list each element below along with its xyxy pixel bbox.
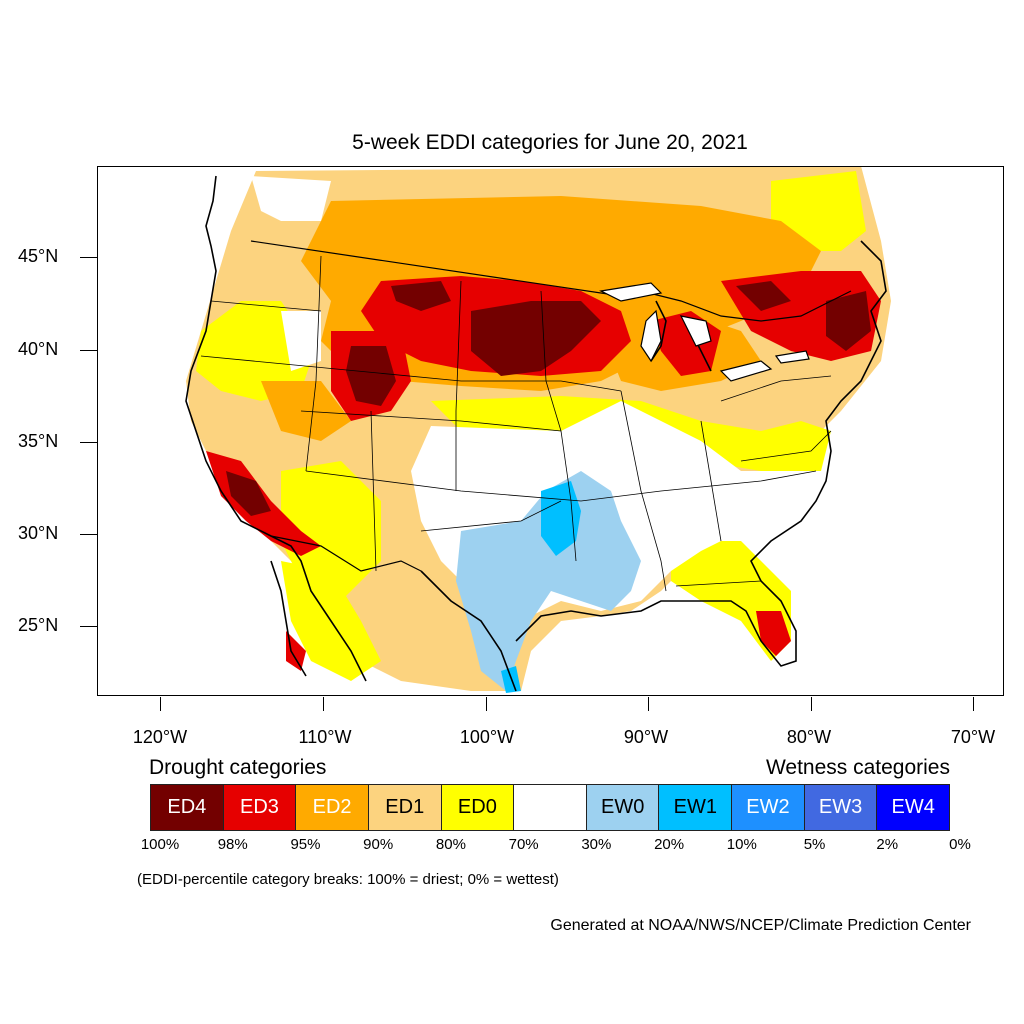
legend-swatch-ed3: ED3 (223, 785, 297, 830)
legend-break-label: 2% (876, 836, 899, 853)
region-ew0-south-central (456, 471, 641, 691)
lon-tick-80 (811, 697, 812, 711)
legend-swatch-ew4: EW4 (877, 785, 950, 830)
drought-heading: Drought categories (149, 756, 327, 779)
legend-break-label: 90% (363, 836, 394, 853)
region-ed4-dakotas (471, 301, 601, 376)
region-normal-great-basin (281, 311, 321, 371)
state-lines (200, 255, 832, 592)
map-panel (97, 166, 1004, 696)
lon-tick-120 (160, 697, 161, 711)
legend-swatch-ed1: ED1 (368, 785, 442, 830)
region-ed4-socal (226, 471, 271, 516)
legend-break-label: 95% (290, 836, 321, 853)
legend-swatch-ew1: EW1 (659, 785, 733, 830)
credit-text: Generated at NOAA/NWS/NCEP/Climate Predi… (550, 917, 971, 934)
lat-tick-25 (80, 626, 97, 627)
region-ed0-northeast (771, 171, 866, 251)
lon-label-100: 100°W (459, 727, 515, 747)
legend-break-label: 30% (581, 836, 612, 853)
great-lakes (599, 282, 810, 382)
lon-tick-100 (486, 697, 487, 711)
lon-label-80: 80°W (786, 727, 832, 747)
lon-label-90: 90°W (623, 727, 669, 747)
lon-tick-90 (648, 697, 649, 711)
region-ed4-maine (826, 291, 871, 351)
lat-label-30: 30°N (18, 523, 59, 543)
coastline (185, 175, 887, 692)
legend-swatch-ed4: ED4 (151, 785, 224, 830)
lon-label-120: 120°W (132, 727, 188, 747)
lon-tick-70 (973, 697, 974, 711)
lat-tick-35 (80, 442, 97, 443)
legend-break-label: 100% (140, 836, 180, 853)
legend-swatch-ew0: EW0 (586, 785, 660, 830)
eddi-map (185, 167, 891, 693)
lat-label-35: 35°N (18, 431, 59, 451)
lat-label-40: 40°N (18, 339, 59, 359)
legend-break-label: 10% (726, 836, 757, 853)
legend-swatch-ed0: ED0 (441, 785, 515, 830)
legend-color-bar: ED4 ED3 ED2 ED1 ED0 EW0 EW1 EW2 EW3 EW4 (150, 784, 950, 831)
region-ed0-west (196, 301, 311, 401)
region-ed4-montana (391, 281, 451, 311)
legend-swatch-ew2: EW2 (732, 785, 805, 830)
lat-label-45: 45°N (18, 246, 59, 266)
legend-break-label: 70% (508, 836, 539, 853)
lon-label-70: 70°W (950, 727, 996, 747)
lat-label-25: 25°N (18, 615, 59, 635)
map-title: 5-week EDDI categories for June 20, 2021 (352, 131, 748, 154)
region-ed3-baja (286, 631, 306, 671)
lon-tick-110 (323, 697, 324, 711)
lon-label-110: 110°W (298, 727, 352, 747)
legend-break-label: 5% (803, 836, 826, 853)
lat-tick-45 (80, 257, 97, 258)
legend-break-label: 80% (435, 836, 466, 853)
legend-break-label: 20% (654, 836, 685, 853)
legend-swatch-ed2: ED2 (296, 785, 369, 830)
lat-tick-40 (80, 350, 97, 351)
region-ed4-wyoming (346, 346, 396, 406)
legend-break-label: 0% (949, 836, 971, 853)
lat-tick-30 (80, 534, 97, 535)
legend-swatch-ew3: EW3 (804, 785, 878, 830)
region-normal-northwest (251, 176, 331, 221)
wetness-heading: Wetness categories (765, 756, 950, 779)
mexico-border (270, 535, 422, 572)
legend-swatch-normal (514, 785, 587, 830)
legend-note: (EDDI-percentile category breaks: 100% =… (137, 871, 559, 888)
legend-break-label: 98% (217, 836, 248, 853)
region-ed4-quebec (736, 281, 791, 311)
